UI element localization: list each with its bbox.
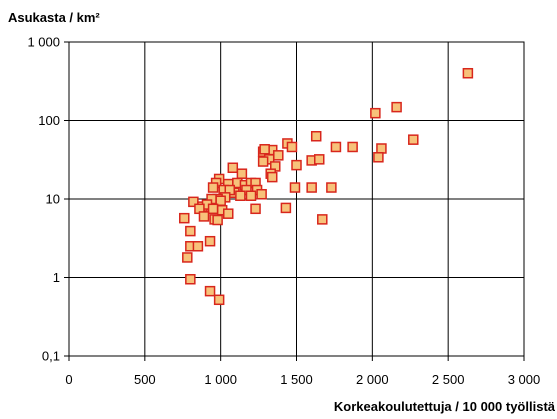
data-point <box>209 183 218 192</box>
data-point <box>274 151 283 160</box>
data-point <box>224 209 233 218</box>
data-point <box>463 69 472 78</box>
data-point <box>209 204 218 213</box>
data-point <box>292 161 301 170</box>
data-point <box>228 163 237 172</box>
data-point <box>180 214 189 223</box>
data-point <box>183 253 192 262</box>
x-tick-label: 3 000 <box>508 372 541 387</box>
data-point <box>377 144 386 153</box>
data-point <box>237 169 246 178</box>
x-tick-label: 500 <box>134 372 156 387</box>
data-point <box>318 215 327 224</box>
data-point <box>259 157 268 166</box>
data-point <box>186 275 195 284</box>
data-point <box>193 242 202 251</box>
x-tick-label: 1 000 <box>204 372 237 387</box>
x-tick-label: 2 500 <box>432 372 465 387</box>
data-points <box>180 69 473 305</box>
data-point <box>186 227 195 236</box>
data-point <box>348 142 357 151</box>
data-point <box>281 203 290 212</box>
y-tick-label: 0,1 <box>42 349 60 364</box>
y-tick-label: 10 <box>46 192 60 207</box>
data-point <box>213 216 222 225</box>
data-point <box>374 153 383 162</box>
data-point <box>371 109 380 118</box>
data-point <box>327 183 336 192</box>
x-tick-label: 1 500 <box>280 372 313 387</box>
data-point <box>409 135 418 144</box>
data-point <box>247 191 256 200</box>
y-axis-ticks: 0,1 1 10 100 1 000 <box>27 35 69 364</box>
data-point <box>206 287 215 296</box>
y-tick-label: 100 <box>38 113 60 128</box>
data-point <box>315 155 324 164</box>
data-point <box>331 142 340 151</box>
data-point <box>287 142 296 151</box>
data-point <box>312 132 321 141</box>
x-tick-label: 2 000 <box>356 372 389 387</box>
y-tick-label: 1 <box>53 270 60 285</box>
x-tick-label: 0 <box>65 372 72 387</box>
data-point <box>199 212 208 221</box>
data-point <box>236 191 245 200</box>
data-point <box>251 204 260 213</box>
data-point <box>290 183 299 192</box>
x-axis-title: Korkeakoulutettuja / 10 000 työllistä <box>334 399 555 414</box>
data-point <box>206 237 215 246</box>
data-point <box>392 103 401 112</box>
grid <box>69 42 524 356</box>
data-point <box>257 190 266 199</box>
data-point <box>268 173 277 182</box>
y-tick-label: 1 000 <box>27 35 60 50</box>
data-point <box>307 183 316 192</box>
x-axis-ticks: 0 500 1 000 1 500 2 000 2 500 3 000 <box>65 356 540 387</box>
data-point <box>260 145 269 154</box>
data-point <box>215 295 224 304</box>
